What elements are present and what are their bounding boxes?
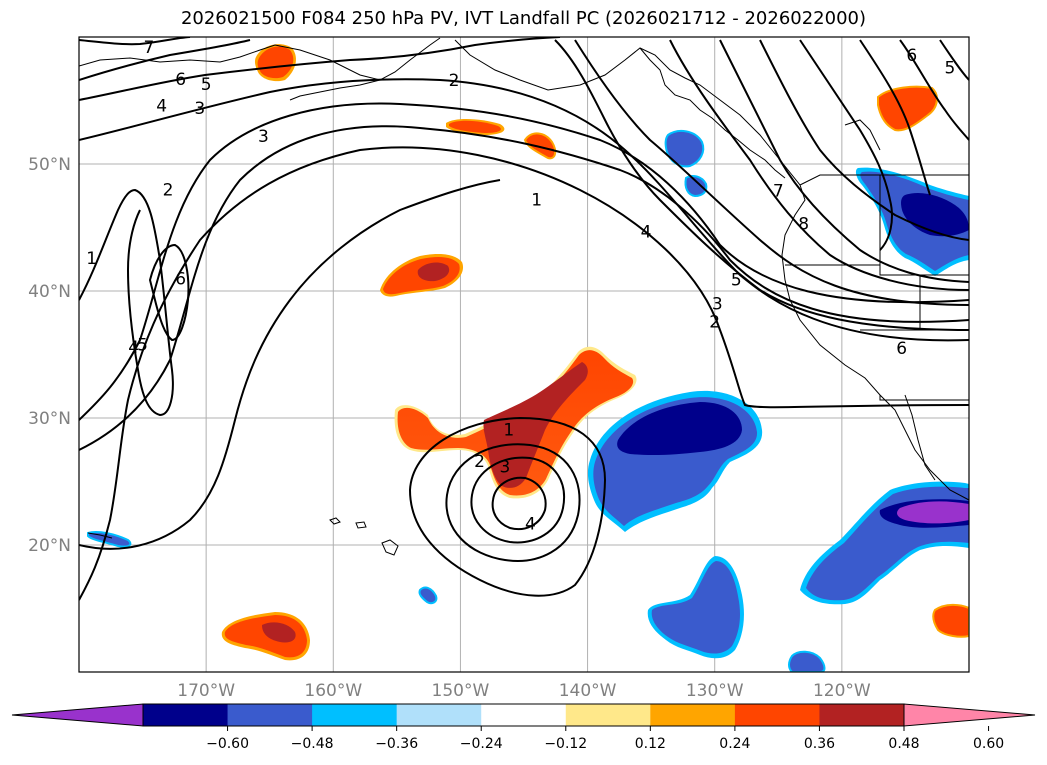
contour-label: 5 [945, 58, 956, 78]
colorbar-tick-label: −0.36 [375, 736, 418, 752]
colorbar-segment [565, 704, 651, 726]
contour-label: 6 [175, 269, 186, 289]
contour-label: 7 [144, 38, 155, 58]
contour-label: 5 [201, 75, 212, 95]
contour-label: 6 [896, 339, 907, 359]
colorbar-segment [819, 704, 905, 726]
lon-label: 140°W [559, 681, 617, 701]
positive-anomaly-shading [221, 44, 969, 661]
lat-label: 50°N [28, 155, 71, 175]
longitude-labels: 170°W 160°W 150°W 140°W 130°W 120°W [177, 681, 871, 701]
colorbar-tick-label: 0.24 [719, 736, 750, 752]
lat-label: 30°N [28, 409, 71, 429]
contour-label: 8 [798, 215, 809, 235]
contour-label: 2 [449, 71, 460, 91]
plot-border [78, 36, 970, 673]
lat-label: 20°N [28, 536, 71, 556]
colorbar-segment [481, 704, 567, 726]
lon-label: 150°W [432, 681, 490, 701]
contour-label: 5 [731, 271, 742, 291]
colorbar-tick-label: 0.60 [973, 736, 1004, 752]
pv-contours [79, 37, 969, 601]
colorbar-tick-label: −0.12 [544, 736, 587, 752]
contour-label: 3 [500, 457, 511, 477]
contour-label: 3 [258, 127, 269, 147]
contour-label: 4 [156, 97, 167, 117]
colorbar-segment [227, 704, 313, 726]
lon-label: 120°W [813, 681, 871, 701]
colorbar-segment [734, 704, 820, 726]
latitude-labels: 20°N 30°N 40°N 50°N [28, 155, 71, 556]
contour-label: 6 [175, 70, 186, 90]
colorbar-tick-label: −0.48 [291, 736, 334, 752]
colorbar-tick-label: 0.12 [635, 736, 666, 752]
colorbar-tick-label: 0.48 [888, 736, 919, 752]
map-title: 2026021500 F084 250 hPa PV, IVT Landfall… [180, 8, 867, 29]
lat-label: 40°N [28, 282, 71, 302]
contour-label: 4 [641, 222, 652, 242]
contour-label: 1 [531, 191, 542, 211]
lon-label: 170°W [177, 681, 235, 701]
colorbar-tick-label: −0.24 [460, 736, 503, 752]
colorbar-extend-min [11, 703, 144, 727]
lon-label: 130°W [686, 681, 744, 701]
contour-label: 3 [194, 99, 205, 119]
colorbar-extend-max [903, 703, 1036, 727]
contour-label: 6 [906, 46, 917, 66]
contour-label: 4 [525, 514, 536, 534]
contour-label: 4 [128, 338, 139, 358]
contour-label: 2 [709, 312, 720, 332]
contour-label: 1 [86, 249, 97, 269]
contour-label: 7 [773, 182, 784, 202]
colorbar-segment [143, 704, 229, 726]
lon-label: 160°W [304, 681, 362, 701]
colorbar-segment [312, 704, 398, 726]
contour-label: 3 [712, 295, 723, 315]
colorbar-tick-label: −0.60 [206, 736, 249, 752]
contour-label: 2 [163, 180, 174, 200]
contour-label: 1 [503, 420, 514, 440]
negative-anomaly-shading [87, 129, 969, 672]
contour-label: 2 [474, 452, 485, 472]
colorbar-segment [396, 704, 482, 726]
colorbar: −0.60 −0.48 −0.36 −0.24 −0.12 0.12 0.24 0.36 0.4… [11, 703, 1036, 752]
colorbar-tick-label: 0.36 [804, 736, 835, 752]
colorbar-segment [650, 704, 736, 726]
colorbar-border [142, 703, 905, 727]
contour-label: 5 [137, 335, 148, 355]
